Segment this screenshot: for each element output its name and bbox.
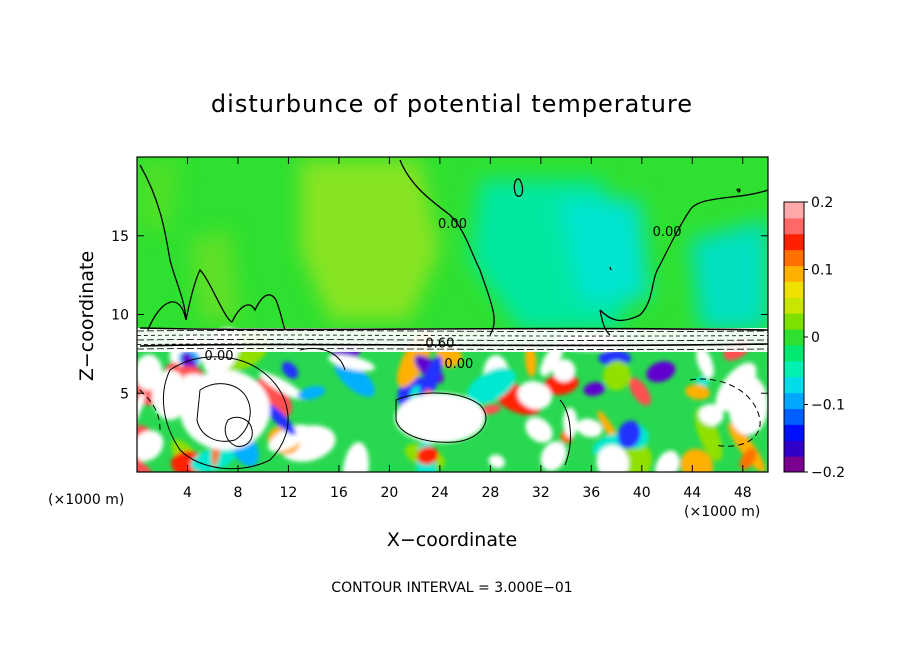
y-axis-title: Z−coordinate [76,251,98,381]
band-contour [137,334,768,337]
band-contour [137,330,768,332]
field-blob [480,404,502,415]
lower-field-blobs [137,327,768,472]
contour-label: 0.00 [653,225,682,240]
lower-contour-lines [139,347,761,470]
x-tick-label: 32 [532,485,550,501]
x-tick-label: 12 [280,485,298,501]
field-blob [488,454,505,469]
field-blob [416,446,439,465]
field-blob [680,448,714,472]
colorbar [784,202,804,473]
chart-title: disturbunce of potential temperature [211,90,693,118]
x-tick-label: 44 [683,485,701,501]
colorbar-segment [784,202,804,219]
field-blob-white [395,393,485,443]
plot-field [137,157,768,472]
colorbar-segment [784,392,804,409]
colorbar-segment [784,456,804,473]
colorbar-segment [784,360,804,378]
field-blob [517,381,552,410]
field-blob [563,407,578,438]
field-blob [328,354,375,371]
colorbar-ticks: 0.2 0.1 0 −0.1 −0.2 [804,195,845,481]
band-contour [137,339,768,341]
colorbar-tick-label: −0.2 [811,465,845,481]
field-blob [696,347,714,379]
x-axis-title: X−coordinate [387,529,517,551]
field-blob [602,360,631,391]
field-blob [525,344,537,377]
colorbar-tick-label: −0.1 [811,398,845,414]
colorbar-segment [784,376,804,394]
y-tick-label: 10 [111,308,129,324]
field-blob [282,361,299,379]
contour-labels: 0.00 0.00 0.60 0.00 0.00 [205,217,682,372]
colorbar-segment [784,233,804,251]
upper-field-shading [140,160,768,330]
field-blob-white [180,370,270,450]
field-blob [297,386,326,401]
field-blob [698,403,724,426]
field-blob [268,424,309,452]
field-blob [727,422,766,472]
x-tick-label: 24 [431,485,449,501]
colorbar-tick-label: 0 [811,330,820,346]
field-blob [646,361,676,383]
contour-label: 0.00 [205,349,234,364]
colorbar-segment [784,344,804,362]
field-blob [137,453,157,472]
x-tick-label: 16 [330,485,348,501]
field-blob [137,430,164,462]
colorbar-segment [784,424,804,441]
y-unit-label: (×1000 m) [48,492,124,508]
y-tick-label: 5 [120,386,129,402]
contour-label: 0.00 [438,217,467,232]
colorbar-tick-label: 0.2 [811,195,833,211]
colorbar-segment [784,249,804,267]
contour-label: 0.60 [425,337,454,352]
contour-interval-text: CONTOUR INTERVAL = 3.000E−01 [331,580,572,596]
colorbar-segment [784,281,804,298]
field-blob-white [728,375,768,435]
x-unit-label: (×1000 m) [684,504,760,520]
y-tick-label: 15 [111,229,129,245]
y-axis-ticks: 5 10 15 [111,229,768,402]
field-blob [628,377,651,406]
x-tick-label: 36 [582,485,600,501]
field-blob-white [152,370,188,420]
band-contour [137,348,768,350]
x-tick-label: 48 [734,485,752,501]
field-blob [342,442,369,472]
colorbar-segment [784,440,804,457]
colorbar-segment [784,265,804,282]
contour-lines [139,159,768,347]
x-tick-label: 20 [380,485,398,501]
x-tick-label: 40 [633,485,651,501]
field-blob [617,420,641,449]
field-blob [525,417,553,443]
colorbar-segment [784,217,804,235]
field-blob [552,359,576,382]
field-blob [583,382,606,396]
colorbar-segment [784,408,804,425]
field-blob [685,384,710,400]
field-blob [655,450,680,472]
field-blob [739,448,757,470]
colorbar-segment [784,329,804,346]
x-axis-ticks: 4 8 12 16 20 24 28 32 36 40 44 48 [183,157,752,501]
contour-label: 0.00 [444,357,473,372]
x-tick-label: 8 [233,485,242,501]
field-blob [466,367,516,405]
field-blob [576,418,603,438]
colorbar-segment [784,313,804,330]
x-tick-label: 28 [481,485,499,501]
colorbar-tick-label: 0.1 [811,263,833,279]
field-blob [540,441,567,471]
x-tick-label: 4 [183,485,192,501]
colorbar-segment [784,297,804,314]
